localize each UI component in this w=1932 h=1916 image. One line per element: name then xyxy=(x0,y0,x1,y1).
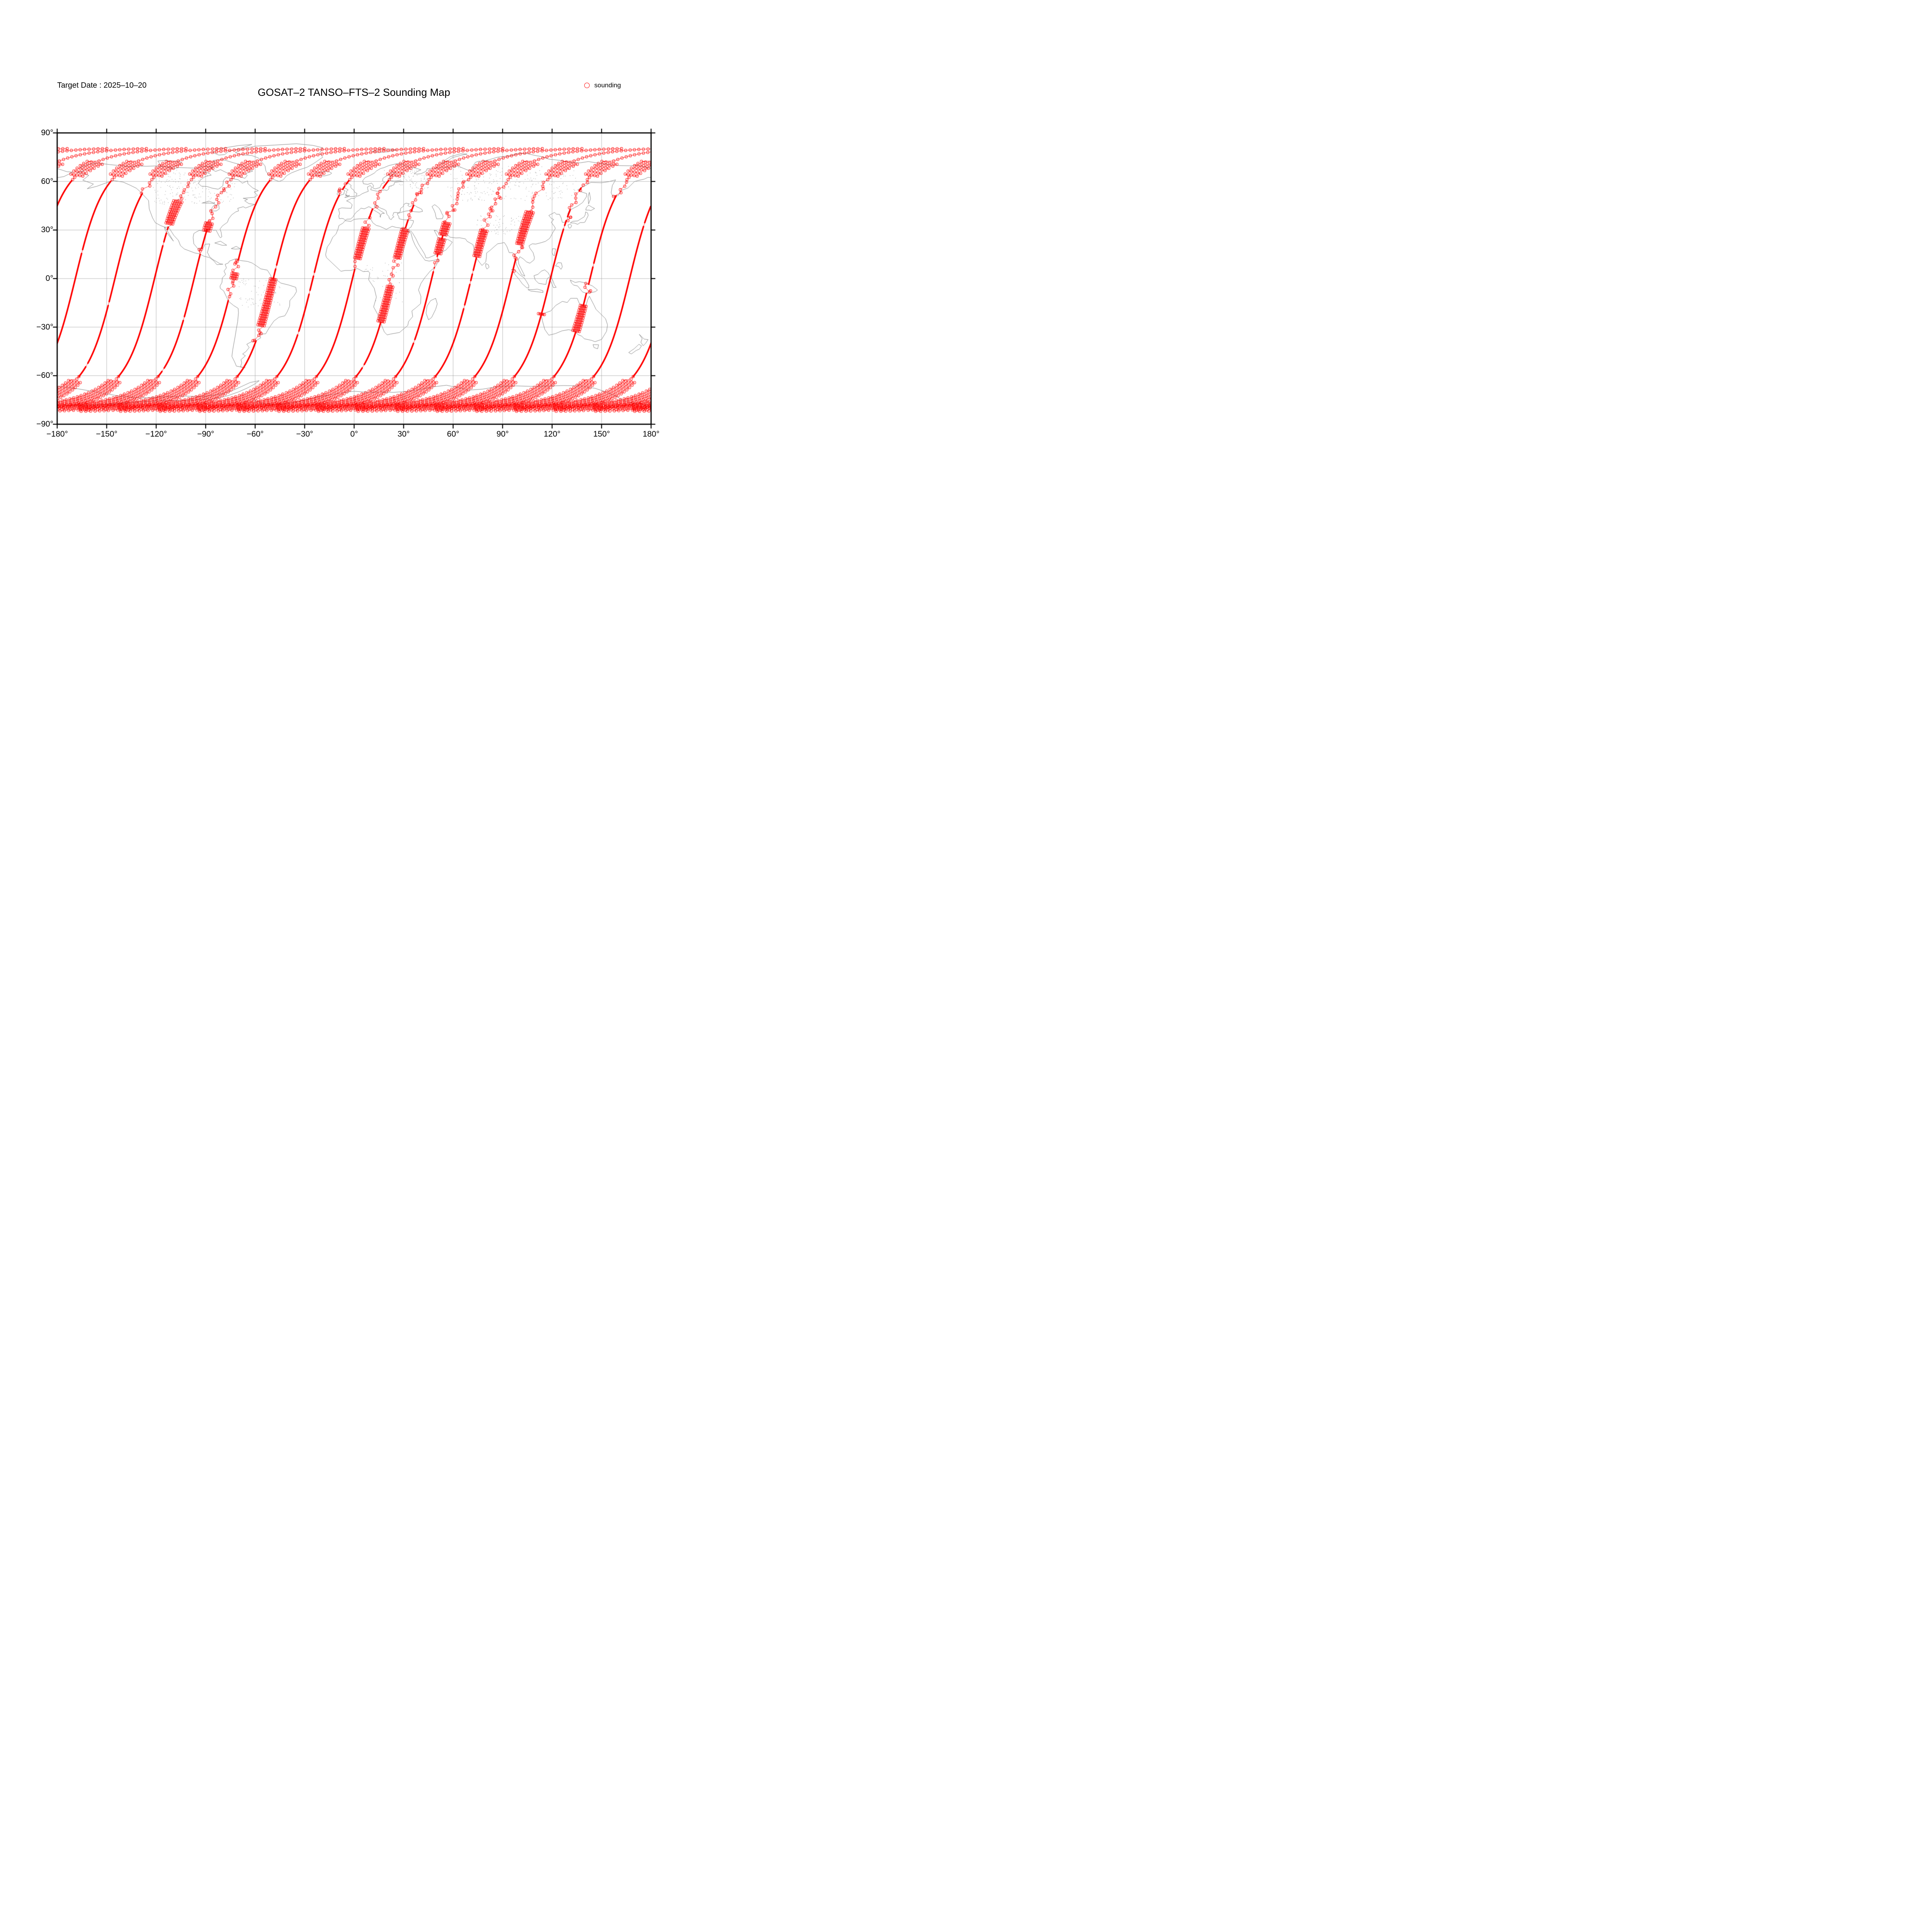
lon-tick-label: 30° xyxy=(397,430,410,439)
lat-tick-label: 60° xyxy=(41,177,53,186)
lon-tick-label: 0° xyxy=(350,430,358,439)
lat-tick-label: 0° xyxy=(45,274,53,283)
lon-tick-label: 60° xyxy=(447,430,459,439)
lon-tick-label: −60° xyxy=(247,430,264,439)
legend-label: sounding xyxy=(594,82,621,89)
target-date-label: Target Date : 2025–10–20 xyxy=(57,81,147,90)
lon-tick-label: −30° xyxy=(296,430,313,439)
lon-tick-label: 180° xyxy=(643,430,660,439)
lon-tick-label: −90° xyxy=(197,430,214,439)
sounding-marker-icon xyxy=(584,83,590,88)
lon-tick-label: 150° xyxy=(593,430,610,439)
lat-tick-label: −90° xyxy=(36,420,53,428)
lat-tick-label: 30° xyxy=(41,225,53,235)
legend: sounding xyxy=(584,80,621,90)
map-canvas xyxy=(0,0,678,479)
lat-tick-label: −60° xyxy=(36,371,53,380)
lon-tick-label: −150° xyxy=(96,430,117,439)
lat-tick-label: 90° xyxy=(41,128,53,137)
lon-tick-label: 120° xyxy=(544,430,561,439)
lon-tick-label: −180° xyxy=(46,430,68,439)
lon-tick-label: −120° xyxy=(145,430,167,439)
page-title: GOSAT–2 TANSO–FTS–2 Sounding Map xyxy=(257,87,451,98)
figure: Target Date : 2025–10–20 GOSAT–2 TANSO–F… xyxy=(0,0,678,479)
lat-tick-label: −30° xyxy=(36,322,53,332)
lon-tick-label: 90° xyxy=(496,430,509,439)
